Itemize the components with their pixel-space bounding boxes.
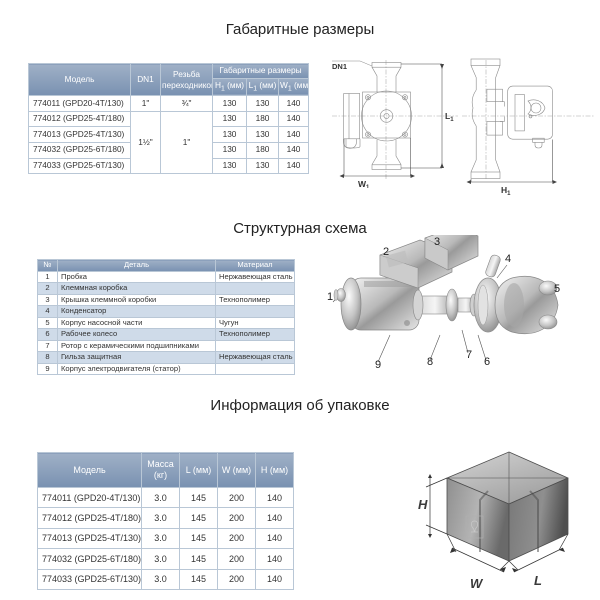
svg-text:2: 2 <box>383 246 389 258</box>
svg-text:5: 5 <box>554 283 560 295</box>
svg-text:9: 9 <box>375 359 381 371</box>
svg-text:L1: L1 <box>445 111 454 123</box>
svg-text:1: 1 <box>327 291 333 303</box>
svg-text:H: H <box>418 497 428 512</box>
svg-text:3: 3 <box>434 236 440 248</box>
svg-text:H1: H1 <box>501 185 511 197</box>
svg-text:8: 8 <box>427 356 433 368</box>
svg-text:W1: W1 <box>358 179 370 188</box>
svg-text:L: L <box>534 573 542 588</box>
svg-text:W: W <box>470 576 484 588</box>
svg-text:4: 4 <box>505 253 511 265</box>
svg-text:6: 6 <box>484 356 490 368</box>
svg-text:7: 7 <box>466 349 472 361</box>
svg-text:DN1: DN1 <box>332 62 347 71</box>
